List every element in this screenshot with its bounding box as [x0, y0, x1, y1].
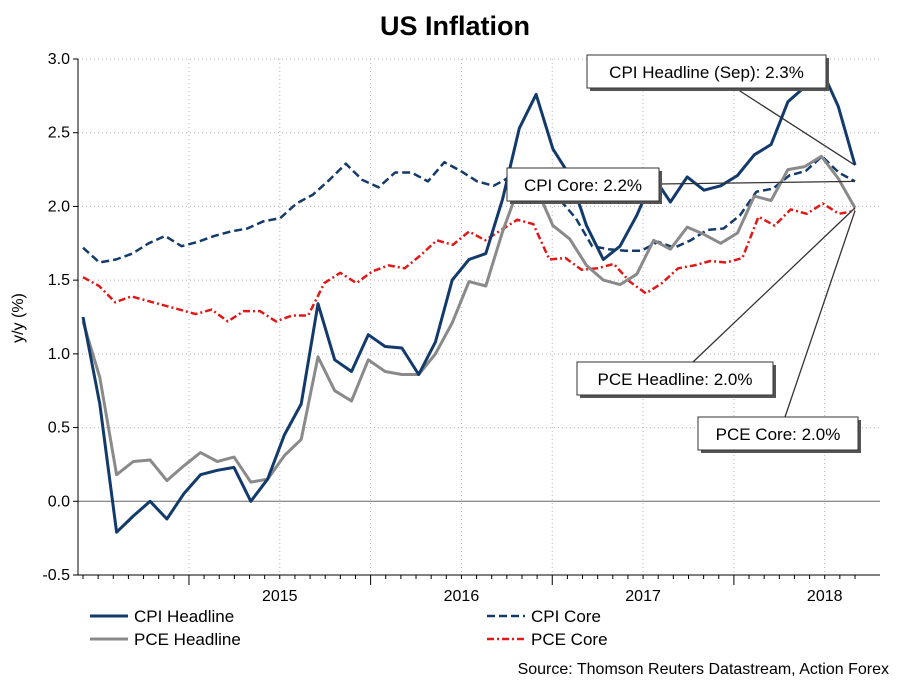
- y-tick-label: 0.0: [48, 493, 70, 510]
- annotation-label: CPI Headline (Sep): 2.3%: [609, 63, 804, 82]
- legend-label: PCE Headline: [134, 630, 241, 649]
- series-lines: [81, 67, 857, 534]
- legend: CPI Headline CPI Core PCE Headline PCE Core: [90, 607, 608, 649]
- x-axis-ticks: 2015 2016 2017 2018: [82, 575, 856, 605]
- annotation-label: CPI Core: 2.2%: [524, 176, 642, 195]
- annotation-leader: [692, 207, 856, 363]
- annotation-box: [586, 54, 827, 89]
- y-tick-label: -0.5: [42, 567, 70, 584]
- annotations: CPI Headline (Sep): 2.3% CPI Core: 2.2% PC…: [506, 54, 861, 453]
- annotation-box: [576, 361, 774, 396]
- axes: [77, 59, 880, 576]
- annotation-leader: [784, 210, 856, 418]
- series-cpi-headline: [81, 67, 857, 534]
- x-tick-label: 2018: [807, 588, 843, 605]
- series-pce-headline: [81, 154, 857, 484]
- gridlines: [78, 58, 880, 575]
- y-tick-label: 1.5: [48, 272, 70, 289]
- y-tick-label: 2.5: [48, 125, 70, 142]
- y-axis-label: y/y (%): [10, 293, 27, 343]
- y-tick-label: 0.5: [48, 420, 70, 437]
- source-note: Source: Thomson Reuters Datastream, Acti…: [518, 661, 889, 678]
- x-tick-label: 2016: [444, 588, 480, 605]
- annotation-label: PCE Core: 2.0%: [716, 425, 841, 444]
- series-pce-core: [82, 202, 856, 323]
- y-axis-ticks: 3.0 2.5 2.0 1.5 1.0 0.5 0.0 -0.5: [42, 51, 78, 584]
- x-tick-label: 2015: [262, 588, 298, 605]
- y-tick-label: 1.0: [48, 346, 70, 363]
- annotation-box: [506, 167, 660, 202]
- annotation-leader: [725, 81, 856, 166]
- y-tick-label: 3.0: [48, 51, 70, 68]
- annotation-box: [697, 416, 859, 451]
- chart-title: US Inflation: [380, 11, 530, 41]
- series-cpi-core: [82, 155, 856, 264]
- legend-label: CPI Core: [531, 607, 601, 626]
- annotation-label: PCE Headline: 2.0%: [598, 370, 753, 389]
- legend-label: CPI Headline: [134, 607, 234, 626]
- x-tick-label: 2017: [625, 588, 661, 605]
- legend-label: PCE Core: [531, 630, 608, 649]
- annotation-leader: [658, 180, 856, 185]
- y-tick-label: 2.0: [48, 198, 70, 215]
